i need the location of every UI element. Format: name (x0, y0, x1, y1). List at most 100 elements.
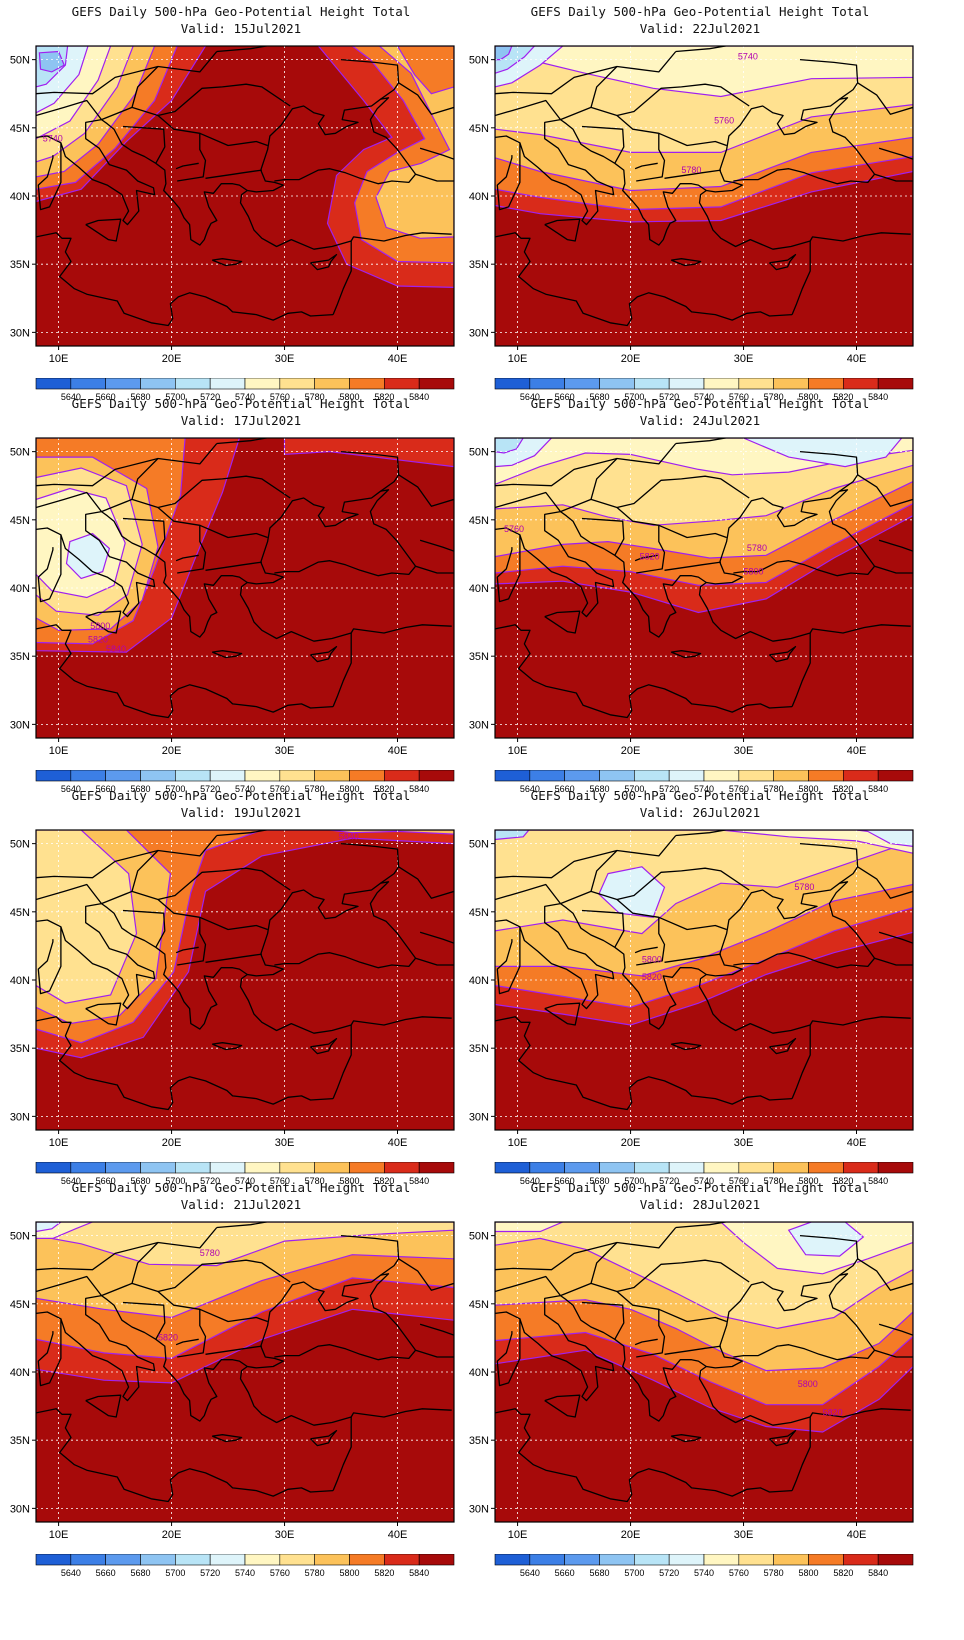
map-plot: 5760 5780 5800 5820 30N 35N 40N 45N 50N 10E 20E 30E… (469, 437, 914, 757)
colorbar-swatch (244, 1554, 281, 1566)
colorbar-label: 5800 (798, 784, 818, 794)
contour-band (495, 1222, 564, 1233)
panel-title: GEFS Daily 500-hPa Geo-Potential Height … (71, 4, 411, 19)
coastline (495, 624, 793, 719)
panel-title: GEFS Daily 500-hPa Geo-Potential Height … (71, 1180, 411, 1195)
lon-tick-label: 30E (275, 745, 295, 757)
colorbar-label: 5820 (374, 1568, 394, 1578)
colorbar-swatch (105, 1162, 141, 1174)
coastline (175, 162, 199, 170)
colorbar-swatch (668, 378, 705, 390)
contour-label: 5740 (43, 133, 63, 143)
colorbar-swatch (634, 770, 670, 782)
coastline (37, 534, 62, 603)
colorbar-label: 5700 (624, 392, 644, 402)
contour-band (329, 830, 454, 835)
colorbar-swatch (808, 1554, 844, 1566)
colorbar-swatch (384, 1554, 420, 1566)
coastline (616, 115, 666, 182)
colorbar-swatch (384, 1162, 420, 1174)
map-plot: 5780 5820 30N 35N 40N 45N 50N 10E 20E 30E 40E (10, 1221, 455, 1541)
colorbar-swatch (140, 770, 176, 782)
coastline (616, 899, 666, 966)
colorbar-swatch (529, 1162, 565, 1174)
coastline (719, 97, 876, 185)
colorbar-swatch (564, 378, 600, 390)
lat-tick-label: 45N (10, 907, 30, 919)
colorbar-swatch (384, 770, 420, 782)
lon-tick-label: 40E (847, 745, 867, 757)
colorbar-label: 5780 (764, 784, 784, 794)
coastline (658, 1308, 727, 1323)
coastline (769, 1037, 797, 1055)
colorbar-swatch (599, 378, 635, 390)
colorbar-label: 5760 (729, 784, 749, 794)
colorbar-swatch (209, 378, 246, 390)
contour-label: 5740 (738, 52, 758, 62)
lon-tick-label: 30E (275, 1529, 295, 1541)
coastline (122, 517, 166, 556)
coastline (216, 830, 271, 837)
coastline (175, 554, 199, 562)
lat-tick-label: 35N (10, 259, 30, 271)
panel-title: GEFS Daily 500-hPa Geo-Potential Height … (530, 4, 870, 19)
lat-tick-label: 50N (10, 1231, 30, 1243)
map-panel: GEFS Daily 500-hPa Geo-Potential Height … (459, 1176, 941, 1586)
colorbar-label: 5720 (659, 392, 679, 402)
coastline (175, 1338, 199, 1346)
map-plot: 5740 30N 35N 40N 45N 50N 10E 20E 30E 40E (10, 45, 455, 365)
coastline (560, 511, 811, 707)
colorbar-label: 5780 (305, 392, 325, 402)
colorbar-label: 5840 (409, 1568, 429, 1578)
coastline (495, 883, 562, 904)
colorbar: 5640 5660 5680 5700 5720 5740 5760 5780 5800 5820… (35, 378, 455, 402)
colorbar-swatch (209, 1554, 246, 1566)
coastline (205, 561, 262, 571)
lat-tick-label: 45N (10, 123, 30, 135)
lat-tick-label: 40N (469, 1367, 489, 1379)
colorbar-swatch (703, 770, 740, 782)
colorbar-label: 5780 (305, 1176, 325, 1186)
lon-tick-label: 30E (734, 1137, 754, 1149)
colorbar-swatch (738, 378, 774, 390)
lon-tick-label: 40E (388, 1137, 408, 1149)
coastline (874, 173, 913, 182)
coastline (415, 173, 454, 182)
coastline (634, 162, 658, 170)
lat-tick-label: 35N (10, 1043, 30, 1055)
coastline (675, 438, 730, 445)
coastline (122, 125, 166, 164)
colorbar-swatch (209, 1162, 246, 1174)
map-panel: GEFS Daily 500-hPa Geo-Potential Height … (0, 0, 482, 410)
coastline (36, 1241, 159, 1271)
map-plot: 5840 30N 35N 40N 45N 50N 10E 20E 30E 40E (10, 829, 455, 1149)
contour-band (375, 46, 454, 239)
colorbar-swatch (599, 1162, 635, 1174)
lat-tick-label: 45N (10, 515, 30, 527)
colorbar-label: 5800 (339, 1568, 359, 1578)
coastline (495, 65, 618, 95)
colorbar-swatch (418, 1162, 455, 1174)
lat-tick-label: 40N (10, 191, 30, 203)
lon-tick-label: 40E (847, 1137, 867, 1149)
colorbar-label: 5640 (520, 1176, 540, 1186)
coastline (495, 1275, 562, 1296)
coastline (415, 565, 454, 574)
lat-tick-label: 40N (469, 975, 489, 987)
contour-band (856, 830, 913, 848)
coastline (616, 1291, 666, 1358)
colorbar-swatch (843, 1162, 879, 1174)
contour-label: 5840 (106, 644, 126, 654)
coastline (634, 1338, 658, 1346)
coastline (36, 99, 103, 120)
contour-band (36, 1222, 62, 1233)
colorbar-swatch (209, 770, 246, 782)
colorbar-swatch (35, 1162, 72, 1174)
panel-title: GEFS Daily 500-hPa Geo-Potential Height … (530, 788, 870, 803)
colorbar-label: 5780 (764, 1176, 784, 1186)
coastline (675, 1222, 730, 1229)
colorbar-swatch (494, 1162, 531, 1174)
lat-tick-label: 40N (10, 975, 30, 987)
colorbar-label: 5780 (305, 1568, 325, 1578)
